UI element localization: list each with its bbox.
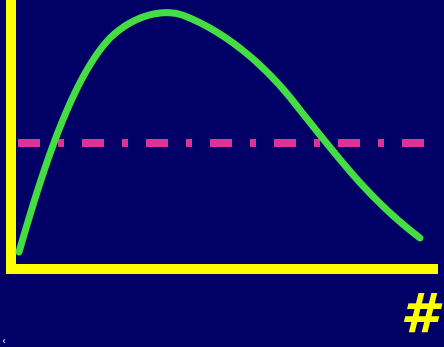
- response-curve: [15, 9, 424, 256]
- corner-mark: ‹: [2, 336, 6, 347]
- axis-hash-label: #: [400, 282, 438, 345]
- x-axis: [6, 264, 438, 274]
- y-axis: [6, 0, 16, 274]
